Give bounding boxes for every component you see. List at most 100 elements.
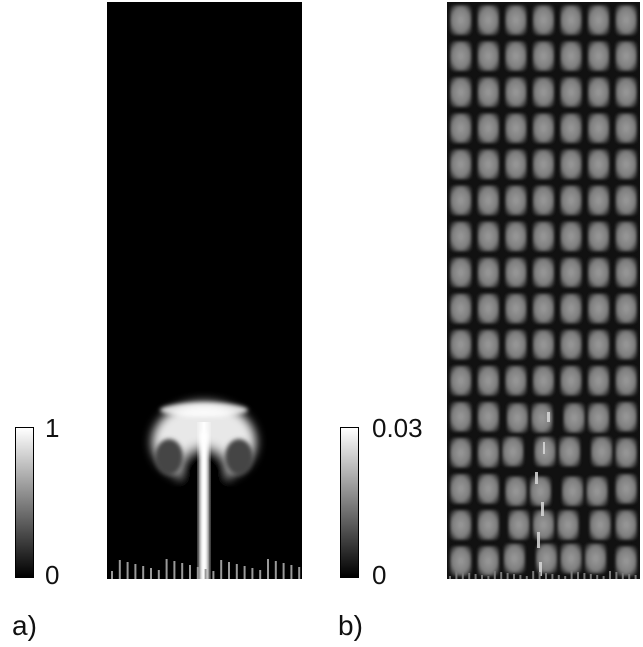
grid-cell — [477, 113, 500, 144]
grid-cell — [587, 221, 610, 252]
grid-cell — [587, 41, 610, 72]
spike — [634, 575, 637, 579]
disturbance-streak — [537, 532, 540, 548]
spike — [564, 576, 567, 579]
spike — [545, 573, 547, 579]
disturbance-streak — [535, 472, 538, 484]
grid-cell — [560, 543, 582, 574]
panel-a-density-field — [107, 2, 302, 579]
spike — [298, 567, 301, 579]
spike — [519, 575, 522, 579]
spike — [150, 568, 152, 579]
grid-cell — [505, 5, 527, 36]
spike — [500, 572, 503, 579]
grid-cell — [532, 41, 555, 72]
grid-cell — [505, 185, 527, 216]
grid-cell — [615, 545, 637, 576]
grid-cell — [532, 77, 555, 108]
grid-cell — [532, 185, 555, 216]
grid-cell — [450, 401, 472, 432]
spike — [493, 571, 496, 579]
grid-cell — [615, 149, 637, 180]
grid-cell — [505, 293, 527, 324]
grid-cell — [532, 257, 555, 288]
disturbance-streak — [543, 442, 545, 454]
grid-cell — [615, 257, 637, 288]
grid-cell — [615, 113, 637, 144]
grid-cell — [477, 293, 500, 324]
grid-cell — [505, 476, 527, 507]
grid-cell — [615, 365, 637, 396]
grid-cell — [508, 509, 530, 540]
grid-cell — [560, 221, 582, 252]
spike — [602, 576, 605, 579]
grid-cell — [560, 113, 582, 144]
grid-cell — [477, 41, 500, 72]
grid-cell — [477, 509, 500, 540]
grid-cell — [502, 436, 524, 467]
grid-cell — [531, 402, 553, 433]
spike — [455, 571, 458, 579]
spike — [126, 562, 129, 579]
spike — [461, 572, 464, 579]
grid-cell — [505, 365, 527, 396]
grid-cell — [477, 149, 500, 180]
grid-cell — [477, 365, 500, 396]
grid-cell — [615, 5, 637, 36]
panel-a-image — [107, 2, 302, 579]
spike — [449, 576, 451, 579]
spike — [251, 568, 254, 579]
grid-cell — [589, 509, 611, 540]
grid-cell — [505, 113, 527, 144]
spike — [481, 575, 483, 579]
spike — [487, 576, 490, 579]
grid-cell — [477, 473, 500, 504]
grid-cell — [590, 436, 613, 467]
grid-cell — [450, 77, 472, 108]
grid-cell — [587, 149, 610, 180]
disturbance-streak — [547, 412, 550, 422]
spike — [525, 576, 528, 579]
grid-cell — [535, 543, 558, 574]
spike — [557, 575, 560, 579]
grid-cell — [587, 402, 610, 433]
grid-cell — [615, 293, 637, 324]
grid-cell — [450, 149, 472, 180]
spike — [204, 569, 207, 579]
spike — [165, 559, 168, 579]
spike — [259, 570, 262, 579]
spike — [583, 573, 586, 579]
grid-cell — [563, 402, 585, 433]
spike — [134, 564, 137, 579]
grid-cell — [586, 476, 608, 507]
grid-cell — [503, 543, 526, 574]
grid-cell — [450, 113, 472, 144]
spike — [615, 572, 618, 579]
spike — [267, 559, 269, 579]
spike — [468, 573, 471, 579]
grid-cell — [587, 5, 610, 36]
panel-a-label: a) — [12, 610, 37, 641]
grid-cell — [560, 149, 582, 180]
grid-cell — [615, 221, 637, 252]
grid-cell — [584, 543, 607, 574]
spike — [111, 571, 113, 579]
grid-cell — [532, 365, 555, 396]
grid-cell — [532, 5, 555, 36]
spike — [282, 563, 285, 579]
grid-cell — [561, 476, 584, 507]
colorbar-a-min-label: 0 — [45, 560, 60, 590]
grid-cell — [477, 401, 500, 432]
grid-cell — [505, 149, 527, 180]
colorbar-b — [340, 427, 359, 578]
grid-cells — [450, 5, 637, 576]
grid-cell — [477, 329, 500, 360]
grid-cell — [477, 257, 500, 288]
spike — [243, 566, 246, 579]
grid-cell — [560, 293, 582, 324]
spike — [513, 574, 515, 579]
spike — [189, 565, 191, 579]
grid-cell — [477, 545, 500, 576]
grid-cell — [560, 329, 582, 360]
grid-cell — [450, 329, 472, 360]
